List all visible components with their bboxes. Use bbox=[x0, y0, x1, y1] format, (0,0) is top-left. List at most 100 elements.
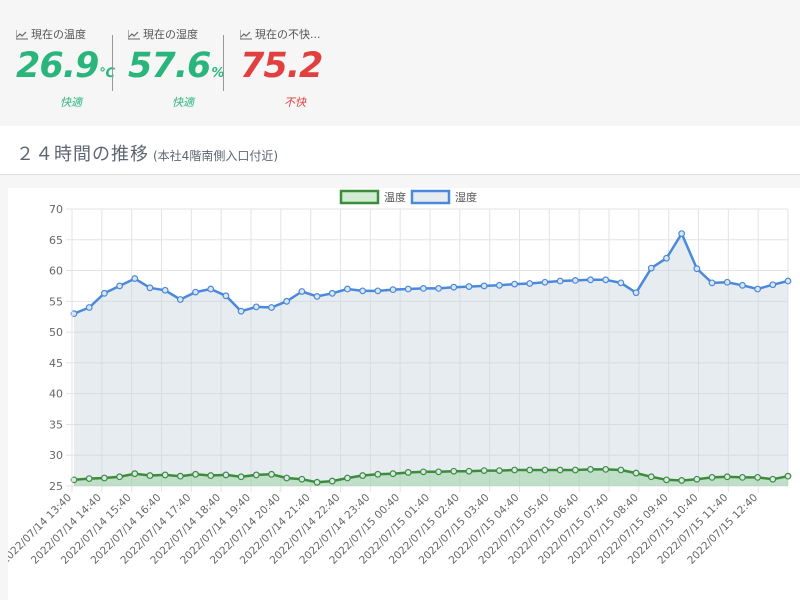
data-point bbox=[313, 478, 321, 486]
metric-status: 快適 bbox=[172, 96, 194, 109]
legend-label: 温度 bbox=[384, 190, 406, 204]
y-tick-label: 55 bbox=[49, 295, 63, 308]
data-point bbox=[693, 265, 701, 273]
data-point bbox=[389, 286, 397, 294]
data-point bbox=[131, 470, 139, 478]
data-point bbox=[359, 287, 367, 295]
data-point bbox=[70, 310, 78, 318]
metric-value: 26.9℃ bbox=[16, 46, 115, 86]
data-point bbox=[769, 281, 777, 289]
data-point bbox=[571, 277, 579, 284]
y-tick-label: 30 bbox=[49, 449, 63, 462]
data-point bbox=[647, 473, 655, 481]
metric-humidity: 現在の湿度 57.6% 快適 bbox=[127, 22, 238, 112]
metric-label: 現在の温度 bbox=[31, 28, 86, 41]
data-point bbox=[420, 285, 427, 292]
y-tick-label: 45 bbox=[49, 357, 63, 370]
metric-value: 75.2 bbox=[240, 46, 323, 86]
data-point bbox=[739, 281, 746, 289]
series-area bbox=[74, 233, 788, 486]
data-point bbox=[85, 304, 93, 311]
data-point bbox=[754, 285, 762, 293]
data-point bbox=[571, 466, 579, 474]
data-point bbox=[526, 280, 534, 287]
data-point bbox=[298, 288, 306, 295]
data-point bbox=[176, 296, 184, 303]
data-point bbox=[602, 276, 610, 284]
data-point bbox=[298, 475, 306, 483]
y-tick-label: 65 bbox=[49, 234, 63, 247]
data-point bbox=[739, 473, 746, 481]
metrics-bar: 現在の温度 26.9℃ 快適 現在の湿度 57.6% 快適 現在の不快... bbox=[0, 0, 800, 120]
metric-unit: ℃ bbox=[99, 66, 115, 81]
data-point bbox=[404, 285, 412, 293]
data-point bbox=[495, 467, 503, 475]
metric-value: 57.6% bbox=[128, 46, 224, 86]
data-point bbox=[663, 254, 670, 262]
data-point bbox=[146, 284, 154, 292]
data-point bbox=[632, 469, 640, 477]
data-point bbox=[389, 470, 397, 478]
data-point bbox=[632, 289, 640, 297]
data-point bbox=[511, 280, 518, 288]
data-point bbox=[283, 297, 291, 305]
metric-label: 現在の不快... bbox=[255, 28, 321, 41]
data-point bbox=[268, 470, 275, 478]
metric-status: 不快 bbox=[284, 96, 306, 109]
metric-label: 現在の湿度 bbox=[143, 28, 198, 41]
series-area bbox=[74, 469, 788, 486]
data-point bbox=[252, 471, 260, 479]
y-tick-label: 35 bbox=[49, 418, 63, 431]
data-point bbox=[192, 288, 199, 296]
data-point bbox=[344, 285, 351, 293]
data-point bbox=[344, 474, 351, 482]
chart-line-icon bbox=[239, 30, 252, 40]
data-point bbox=[435, 468, 442, 476]
data-point bbox=[237, 473, 245, 481]
data-point bbox=[328, 289, 336, 297]
data-point bbox=[161, 471, 169, 479]
data-point bbox=[541, 278, 549, 286]
data-point bbox=[192, 470, 199, 478]
data-point bbox=[404, 469, 412, 476]
data-point bbox=[450, 467, 458, 475]
data-point bbox=[511, 466, 518, 474]
data-point bbox=[116, 282, 123, 290]
legend-swatch bbox=[339, 189, 380, 205]
data-point bbox=[100, 289, 108, 297]
data-point bbox=[723, 473, 731, 481]
data-point bbox=[85, 475, 93, 483]
legend-label: 湿度 bbox=[455, 190, 477, 204]
data-point bbox=[678, 477, 686, 484]
data-point bbox=[480, 282, 488, 290]
section-subtitle: (本社4階南側入口付近) bbox=[153, 149, 278, 163]
metric-discomfort-index: 現在の不快... 75.2 不快 bbox=[239, 22, 350, 112]
data-point bbox=[131, 275, 139, 282]
data-point bbox=[450, 283, 458, 291]
chart-line-icon bbox=[15, 30, 28, 40]
section-header: ２４時間の推移 (本社4階南側入口付近) bbox=[0, 126, 800, 175]
chart-panel: 25 30 35 40 45 50 55 60 65 70 2022/07/14 13:40 2022… bbox=[8, 188, 800, 600]
y-tick-label: 25 bbox=[49, 480, 63, 493]
data-point bbox=[480, 467, 488, 475]
data-point bbox=[708, 279, 716, 287]
y-tick-label: 50 bbox=[49, 326, 63, 339]
data-point bbox=[465, 467, 473, 475]
data-point bbox=[754, 473, 762, 481]
data-point bbox=[587, 465, 594, 473]
data-point bbox=[161, 286, 169, 294]
data-point bbox=[541, 466, 549, 474]
data-point bbox=[708, 473, 716, 481]
data-point bbox=[116, 473, 123, 481]
data-point bbox=[587, 276, 594, 284]
data-point bbox=[602, 465, 610, 473]
data-point bbox=[784, 277, 792, 285]
data-point bbox=[374, 470, 382, 478]
data-point bbox=[237, 307, 245, 315]
section-title: ２４時間の推移 bbox=[16, 144, 149, 165]
data-point bbox=[420, 468, 427, 476]
data-point bbox=[526, 466, 534, 474]
data-point bbox=[268, 304, 275, 311]
data-point bbox=[556, 466, 564, 474]
